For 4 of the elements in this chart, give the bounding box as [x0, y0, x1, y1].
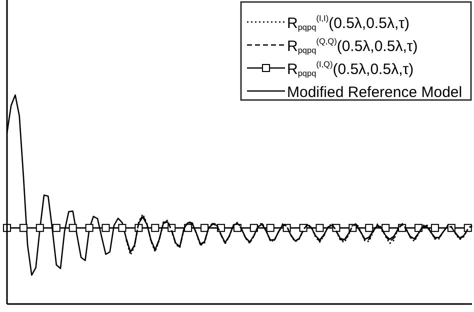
legend-label: R$_{pqpq}$$^{(I,Q)}$(0.5λ,0.5λ,τ) [287, 60, 414, 78]
legend-label: R$_{pqpq}$$^{(I,I)}$(0.5λ,0.5λ,τ) [287, 14, 410, 32]
legend-label: R$_{pqpq}$$^{(Q,Q)}$(0.5λ,0.5λ,τ) [287, 37, 418, 56]
legend-label: Modified Reference Model [287, 84, 462, 101]
